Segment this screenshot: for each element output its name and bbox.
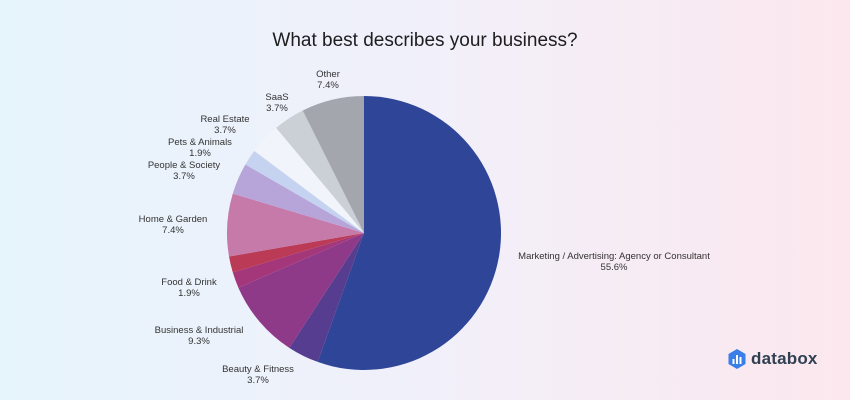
slice-label-0: Marketing / Advertising: Agency or Consu… — [518, 251, 710, 262]
pie-slice-0 — [317, 96, 501, 370]
slice-percent-9: 3.7% — [266, 103, 288, 114]
slice-label-5: Home & Garden — [139, 214, 208, 225]
slice-percent-0: 55.6% — [601, 262, 628, 273]
slice-label-1: Beauty & Fitness — [222, 364, 294, 375]
brand-name: databox — [751, 349, 818, 368]
databox-logo-icon — [728, 349, 746, 369]
pie-slice-6 — [232, 164, 364, 233]
pie-slice-2 — [238, 233, 364, 348]
pie-slice-3 — [232, 233, 364, 288]
pie-slice-7 — [245, 150, 364, 233]
pie-slice-8 — [254, 127, 364, 233]
slice-percent-4: 1.9% — [178, 288, 200, 299]
slice-percent-8: 3.7% — [214, 125, 236, 136]
slice-percent-10: 7.4% — [317, 80, 339, 91]
slice-label-10: Other — [316, 69, 340, 80]
brand-logo: databox — [727, 348, 818, 370]
slice-percent-6: 3.7% — [173, 171, 195, 182]
slice-label-2: Business & Industrial — [155, 325, 244, 336]
slice-label-8: Real Estate — [200, 114, 249, 125]
slice-percent-5: 7.4% — [162, 225, 184, 236]
slice-percent-1: 3.7% — [247, 375, 269, 386]
pie-slice-9 — [276, 110, 364, 233]
slice-label-6: People & Society — [148, 160, 221, 171]
slice-percent-2: 9.3% — [188, 336, 210, 347]
slice-percent-7: 1.9% — [189, 148, 211, 159]
slice-label-9: SaaS — [265, 92, 288, 103]
pie-slice-4 — [229, 233, 364, 273]
pie-slice-5 — [226, 193, 364, 257]
pie-slice-10 — [302, 96, 364, 233]
slice-label-4: Food & Drink — [161, 277, 217, 288]
pie-slice-1 — [289, 233, 364, 362]
slice-label-7: Pets & Animals — [168, 137, 232, 148]
chart-title: What best describes your business? — [272, 30, 578, 51]
